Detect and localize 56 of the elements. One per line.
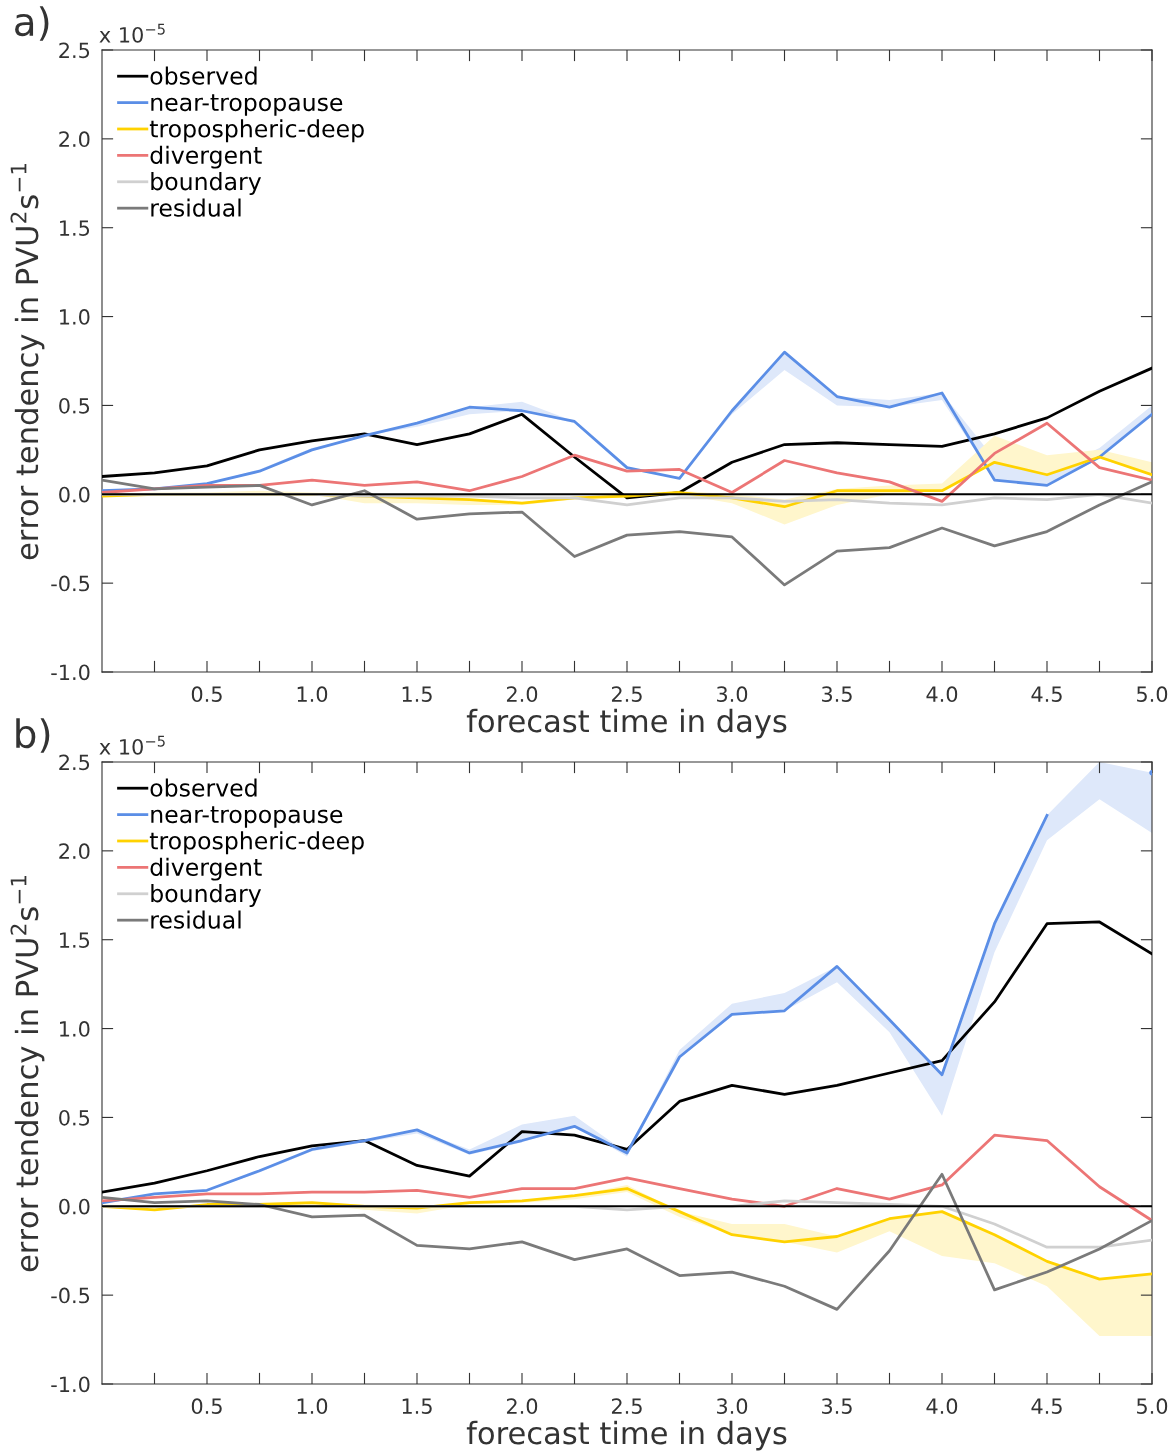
legend-label: near-tropopause (151, 806, 343, 828)
legend-label: boundary (151, 884, 262, 907)
x-tick-label: 1.0 (297, 686, 328, 703)
x-axis-title: forecast time in days (466, 1420, 787, 1451)
x-tick-label: 1.5 (402, 686, 432, 703)
y-tick-label: 0.0 (59, 486, 90, 503)
y-tick-label: 0.5 (59, 397, 90, 414)
text: x 10$^{−5}$ (99, 23, 165, 43)
x-tick-label: 0.5 (191, 1398, 222, 1415)
y-tick-label: 0.5 (59, 1109, 90, 1126)
text: x 10$^{−5}$ (99, 735, 165, 755)
y-tick-label: 1.5 (60, 220, 90, 236)
y-tick-label: -0.5 (51, 575, 90, 592)
legend-label: divergent (150, 857, 262, 881)
x-tick-label: 3.0 (717, 686, 748, 703)
legend-label: residual (151, 910, 241, 929)
legend-label: observed (150, 66, 257, 85)
y-tick-label: 1.0 (60, 309, 90, 325)
x-tick-label: 5.0 (1137, 1398, 1168, 1415)
legend-label: residual (151, 198, 241, 217)
x-tick-label: 2.5 (611, 1398, 642, 1415)
y-tick-label: 1.0 (60, 1021, 90, 1037)
x-tick-label: 4.0 (926, 1398, 958, 1415)
x-axis-title: forecast time in days (466, 708, 787, 739)
y-tick-label: 2.0 (59, 131, 90, 148)
x-tick-label: 4.0 (926, 686, 958, 703)
x-tick-label: 2.5 (611, 686, 642, 703)
y-tick-label: 0.0 (59, 1198, 90, 1215)
y-tick-label: -1.0 (51, 664, 90, 681)
y-tick-label: 2.5 (59, 42, 90, 59)
x-tick-label: 0.5 (191, 686, 222, 703)
y-tick-label: -0.5 (51, 1287, 90, 1304)
y-tick-label: 1.5 (60, 932, 90, 948)
x-tick-label: 3.0 (717, 1398, 748, 1415)
y-axis-title: error tendency in PVU$^{2}$s$^{−1}$ (10, 164, 45, 560)
y-tick-label: -1.0 (51, 1376, 90, 1393)
legend-label: observed (150, 778, 257, 797)
x-tick-label: 1.5 (402, 1398, 432, 1415)
text: a) (15, 6, 49, 41)
x-tick-label: 3.5 (822, 1398, 852, 1415)
x-tick-label: 4.5 (1031, 686, 1062, 703)
x-tick-label: 2.0 (506, 686, 538, 703)
legend-label: divergent (150, 145, 262, 169)
legend-label: boundary (151, 172, 262, 195)
x-tick-label: 4.5 (1031, 1398, 1062, 1415)
text: b) (16, 718, 50, 753)
y-axis-title: error tendency in PVU$^{2}$s$^{−1}$ (10, 876, 45, 1272)
legend-label: near-tropopause (151, 94, 343, 116)
y-tick-label: 2.0 (59, 843, 90, 860)
x-tick-label: 2.0 (506, 1398, 538, 1415)
y-tick-label: 2.5 (59, 754, 90, 771)
legend-label: tropospheric-deep (149, 119, 364, 143)
x-tick-label: 5.0 (1137, 686, 1168, 703)
x-tick-label: 3.5 (822, 686, 852, 703)
x-tick-label: 1.0 (297, 1398, 328, 1415)
legend-label: tropospheric-deep (149, 831, 364, 855)
